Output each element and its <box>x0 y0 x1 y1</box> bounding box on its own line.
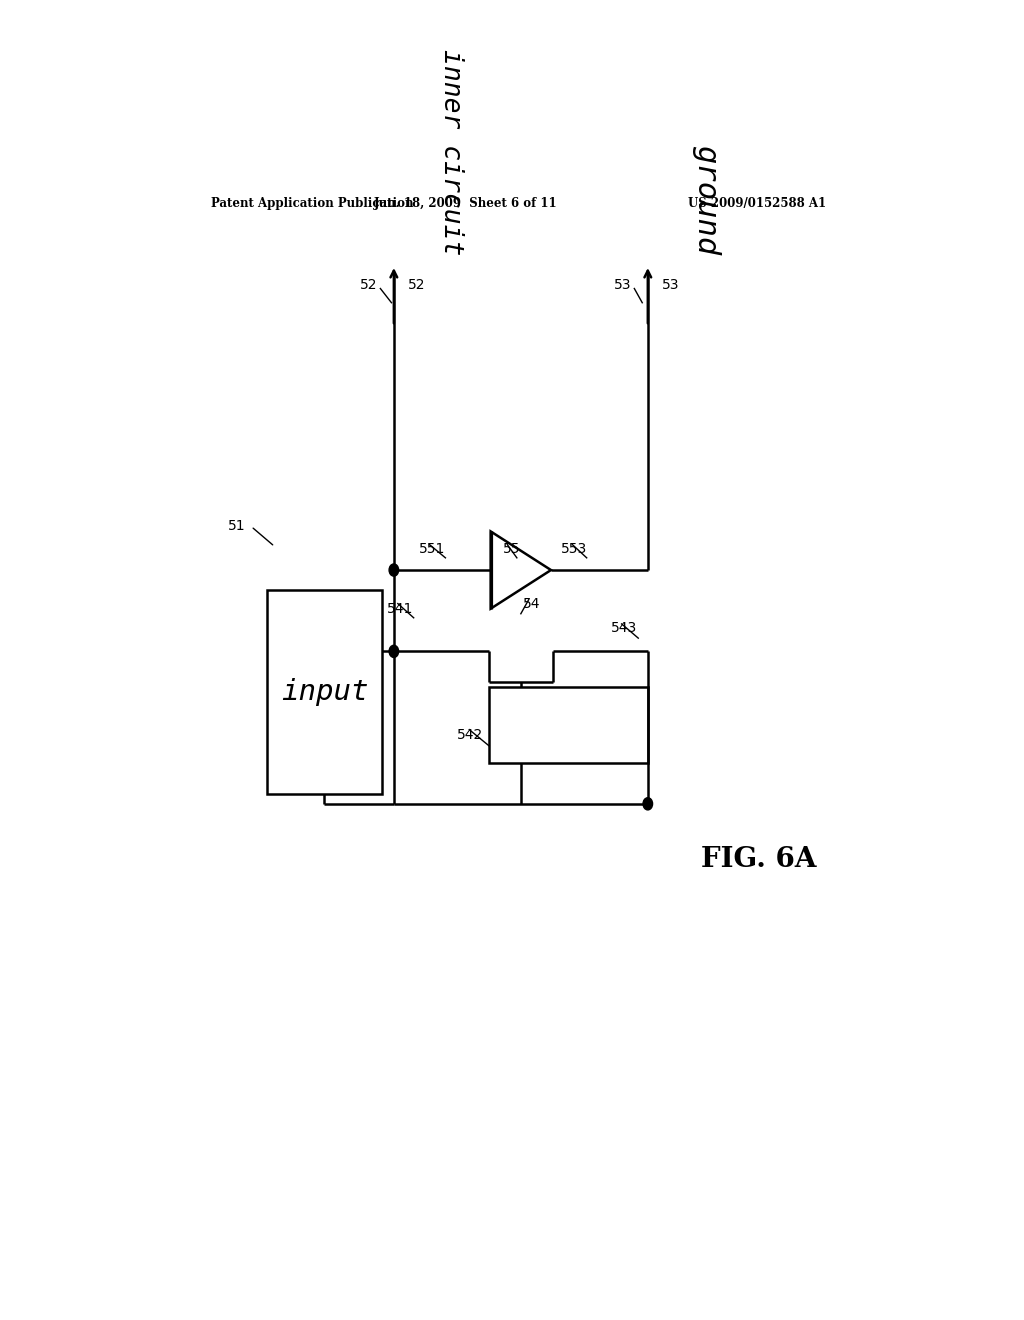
Text: ground: ground <box>691 145 721 255</box>
Circle shape <box>389 645 398 657</box>
Bar <box>267 590 382 793</box>
Text: 51: 51 <box>227 519 246 533</box>
Circle shape <box>389 564 398 576</box>
Text: 53: 53 <box>663 279 680 293</box>
Text: FIG. 6A: FIG. 6A <box>701 846 817 874</box>
Bar <box>489 686 648 763</box>
Text: inner circuit: inner circuit <box>437 49 464 255</box>
Text: 543: 543 <box>610 620 637 635</box>
Text: 53: 53 <box>613 279 631 293</box>
Text: Patent Application Publication: Patent Application Publication <box>211 197 414 210</box>
Text: 542: 542 <box>458 727 483 742</box>
Text: US 2009/0152588 A1: US 2009/0152588 A1 <box>688 197 826 210</box>
Text: 52: 52 <box>409 279 426 293</box>
Text: 541: 541 <box>387 602 413 615</box>
Text: 55: 55 <box>503 541 520 556</box>
Text: 553: 553 <box>560 541 587 556</box>
Text: input: input <box>281 678 369 706</box>
Text: 52: 52 <box>359 279 377 293</box>
Text: 551: 551 <box>419 541 444 556</box>
Text: 54: 54 <box>523 598 541 611</box>
Text: Jun. 18, 2009  Sheet 6 of 11: Jun. 18, 2009 Sheet 6 of 11 <box>374 197 557 210</box>
Circle shape <box>643 797 652 810</box>
